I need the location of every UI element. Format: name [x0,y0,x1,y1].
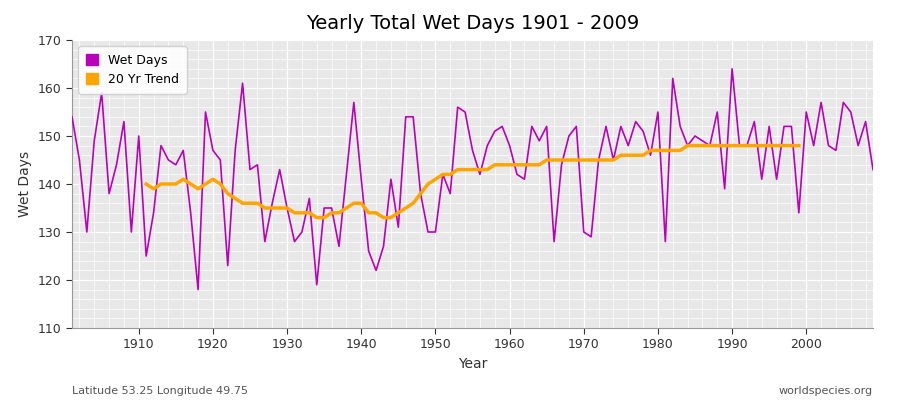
Text: worldspecies.org: worldspecies.org [778,386,873,396]
Text: Latitude 53.25 Longitude 49.75: Latitude 53.25 Longitude 49.75 [72,386,248,396]
Title: Yearly Total Wet Days 1901 - 2009: Yearly Total Wet Days 1901 - 2009 [306,14,639,33]
Legend: Wet Days, 20 Yr Trend: Wet Days, 20 Yr Trend [78,46,187,94]
Y-axis label: Wet Days: Wet Days [18,151,32,217]
X-axis label: Year: Year [458,357,487,371]
